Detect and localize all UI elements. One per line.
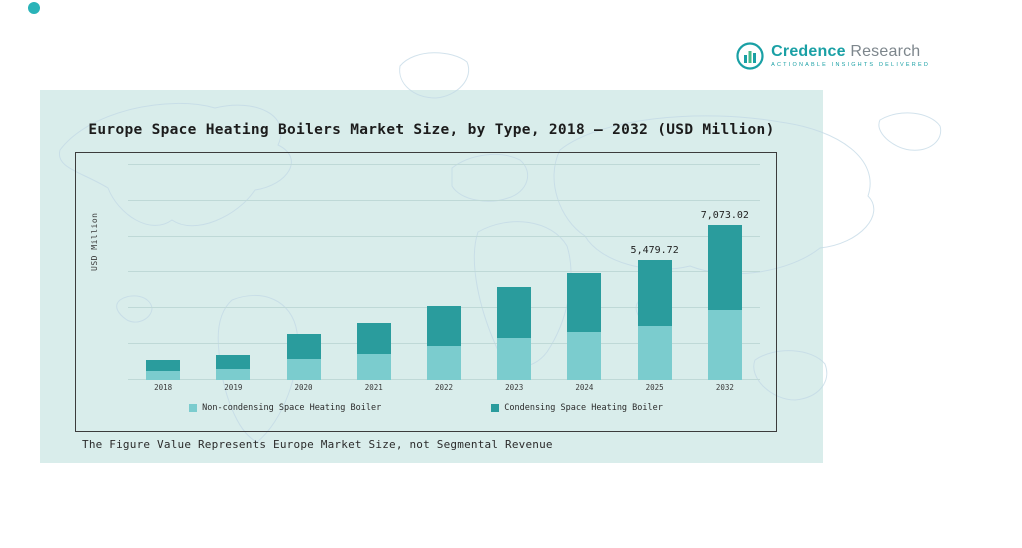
bar-segment-non-condensing: [286, 358, 321, 380]
bar-segment-non-condensing: [707, 310, 742, 380]
bar-segment-condensing: [356, 322, 391, 354]
bar-segment-condensing: [637, 259, 672, 326]
bar-column: 5,479.72: [620, 245, 690, 380]
bar-chart-logo-icon: [736, 42, 764, 70]
chart-title: Europe Space Heating Boilers Market Size…: [88, 122, 775, 138]
bar-segment-condensing: [286, 333, 321, 359]
logo-text: Credence Research Actionable Insights De…: [771, 42, 930, 69]
x-axis: 2018 2019 2020 2021 2022 2023 2024 2025 2032: [128, 383, 760, 392]
bar-segment-non-condensing: [497, 338, 532, 380]
bar-column: [198, 354, 268, 380]
y-axis-title: USD Million: [90, 212, 99, 271]
x-axis-label: 2020: [294, 383, 313, 392]
x-axis-label: 2022: [434, 383, 454, 392]
legend-item: Condensing Space Heating Boiler: [491, 403, 663, 413]
chart-plot-frame: USD Million 5,479.72 7,073.02 2018 2019 202…: [75, 152, 777, 432]
bar-segment-non-condensing: [356, 353, 391, 380]
bar-total-label: 7,073.02: [700, 209, 749, 221]
x-axis-label: 2021: [364, 383, 383, 392]
x-axis-label: 2024: [575, 383, 594, 392]
bar-segment-non-condensing: [146, 370, 181, 380]
bar-segment-condensing: [426, 305, 461, 347]
gridline: [128, 164, 760, 165]
x-axis-label: 2023: [505, 383, 524, 392]
bar-column: [479, 287, 549, 380]
x-axis-label: 2032: [715, 383, 734, 392]
gridline: [128, 236, 760, 237]
bar-segment-condensing: [707, 224, 742, 311]
bar-segment-non-condensing: [567, 331, 602, 380]
bar-total-label: 5,479.72: [630, 244, 679, 256]
x-axis-label: 2018: [154, 383, 173, 392]
bar-column: [339, 322, 409, 380]
bar-segment-condensing: [146, 359, 181, 371]
bar-column: [409, 305, 479, 380]
x-axis-label: 2025: [645, 383, 664, 392]
credence-research-logo: Credence Research Actionable Insights De…: [736, 42, 930, 70]
bars-row: 5,479.72 7,073.02: [128, 165, 760, 380]
logo-wordmark: Credence Research: [771, 42, 930, 60]
bar-segment-condensing: [567, 273, 602, 332]
legend: Non-condensing Space Heating Boiler Conde…: [76, 403, 776, 413]
plot-area: 5,479.72 7,073.02: [128, 164, 760, 380]
legend-label: Non-condensing Space Heating Boiler: [202, 403, 382, 413]
brand-secondary: Research: [845, 42, 921, 60]
chart-content: Europe Space Heating Boilers Market Size…: [40, 90, 823, 463]
corner-accent-dot: [28, 2, 40, 14]
gridline: [128, 200, 760, 201]
chart-footnote: The Figure Value Represents Europe Marke…: [82, 438, 553, 451]
legend-label: Condensing Space Heating Boiler: [504, 403, 663, 413]
legend-swatch: [189, 404, 198, 412]
gridline: [128, 271, 760, 272]
bar-segment-condensing: [497, 287, 532, 339]
bar-segment-condensing: [216, 354, 251, 369]
bar-segment-non-condensing: [637, 325, 672, 380]
bar-column: [128, 359, 198, 380]
legend-item: Non-condensing Space Heating Boiler: [189, 403, 381, 413]
bar-column: 7,073.02: [690, 210, 760, 380]
bar-segment-non-condensing: [426, 346, 461, 380]
logo-tagline: Actionable Insights Delivered: [771, 61, 930, 68]
legend-swatch: [491, 404, 500, 412]
brand-primary: Credence: [771, 42, 846, 60]
bar-column: [269, 333, 339, 380]
bar-segment-non-condensing: [216, 368, 251, 380]
x-axis-label: 2019: [224, 383, 243, 392]
bar-column: [549, 273, 619, 380]
